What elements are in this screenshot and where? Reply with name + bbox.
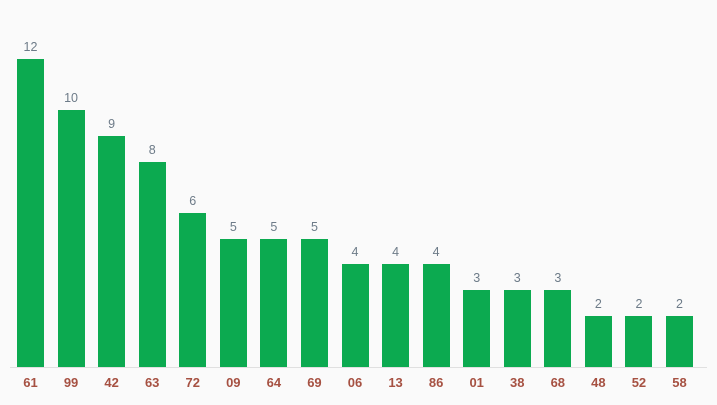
bar-value-label: 5 [310,220,318,234]
x-axis-category-label: 64 [266,375,282,390]
bar-value-label: 3 [473,271,481,285]
x-axis-category-label: 01 [469,375,484,390]
x-axis-category-label: 72 [185,375,200,390]
bar-column: 3 38 [503,0,531,405]
x-axis-category-label: 09 [226,375,241,390]
bar[interactable] [463,290,491,367]
bar-column: 2 52 [625,0,653,405]
x-axis-category-label: 42 [104,375,119,390]
bar[interactable] [57,110,85,367]
bar-column: 5 69 [300,0,328,405]
bar-value-label: 3 [513,271,521,285]
bar-column: 4 13 [382,0,410,405]
bar[interactable] [300,239,328,367]
bar-column: 8 63 [138,0,166,405]
x-axis-category-label: 48 [591,375,606,390]
x-axis-category-label: 58 [672,375,687,390]
x-axis-category-label: 63 [144,375,160,390]
bar-column: 4 06 [341,0,369,405]
bar-column: 10 99 [57,0,85,405]
x-axis-line [10,367,707,368]
bar-value-label: 12 [23,40,38,54]
bar[interactable] [98,136,126,367]
bar-value-label: 8 [148,143,156,157]
bar-value-label: 5 [270,220,278,234]
bar-value-label: 6 [189,194,197,208]
bar-column: 3 01 [463,0,491,405]
bar[interactable] [138,162,166,367]
bar-column: 5 64 [260,0,288,405]
bar[interactable] [17,59,44,367]
bar[interactable] [544,290,572,367]
bar-value-label: 4 [351,245,359,259]
bar-column: 6 72 [179,0,207,405]
bar-value-label: 5 [229,220,237,234]
bar-value-label: 3 [554,271,562,285]
x-axis-category-label: 86 [428,375,444,390]
bar-value-label: 2 [676,297,683,311]
x-axis-category-label: 99 [63,375,79,390]
bar-column: 3 68 [544,0,572,405]
bar-column: 2 48 [584,0,612,405]
x-axis-category-label: 68 [550,375,566,390]
bar-value-label: 2 [594,297,602,311]
bar-value-label: 4 [392,245,400,259]
bar[interactable] [382,264,410,367]
bar[interactable] [625,316,653,367]
x-axis-category-label: 13 [388,375,403,390]
bar[interactable] [584,316,612,367]
bar-column: 5 09 [219,0,247,405]
bar[interactable] [219,239,247,367]
x-axis-category-label: 69 [307,375,322,390]
x-axis-category-label: 52 [631,375,647,390]
bar[interactable] [179,213,207,367]
bar[interactable] [260,239,288,367]
bar-column: 9 42 [98,0,126,405]
bar[interactable] [422,264,450,367]
bar-value-label: 9 [108,117,116,131]
bar-column: 4 86 [422,0,450,405]
bar[interactable] [666,316,693,367]
bar-value-label: 10 [64,91,79,105]
x-axis-category-label: 38 [510,375,525,390]
bar-value-label: 2 [635,297,643,311]
x-axis-category-label: 06 [347,375,363,390]
bar[interactable] [503,290,531,367]
bar[interactable] [341,264,369,367]
bar-value-label: 4 [432,245,440,259]
x-axis-category-label: 61 [23,375,38,390]
bar-column: 2 58 [666,0,693,405]
bar-column: 12 61 [17,0,44,405]
